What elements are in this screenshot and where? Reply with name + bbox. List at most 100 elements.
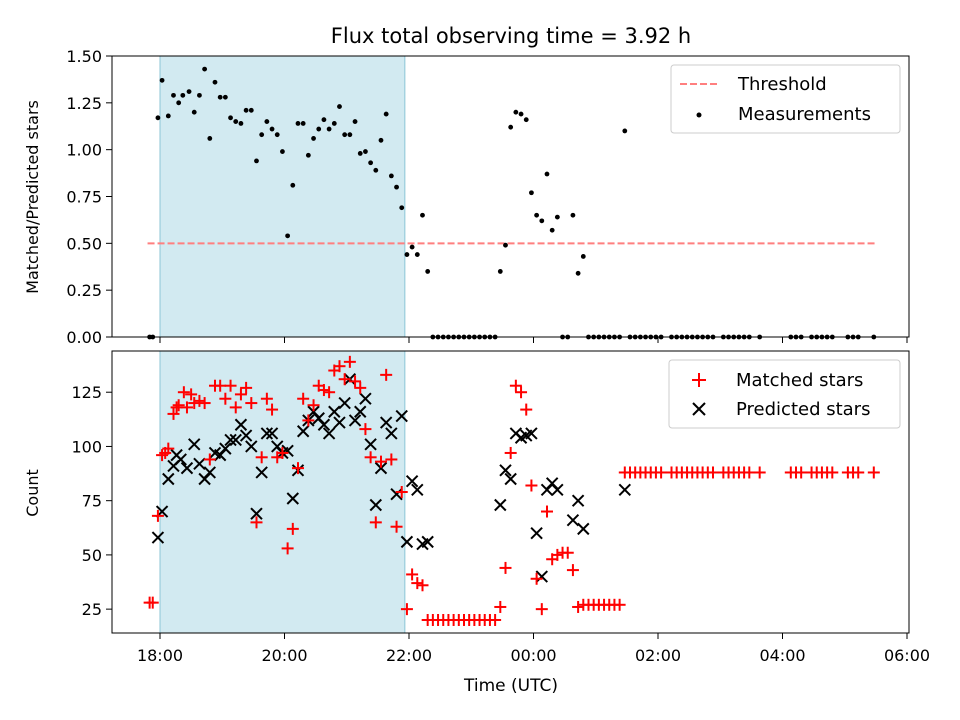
- matched-star-point: [530, 572, 543, 585]
- count-axes-frame: [111, 350, 910, 634]
- matched-star-point: [411, 577, 424, 590]
- measurement-point: [409, 244, 415, 250]
- predicted-star-point: [234, 418, 248, 431]
- measurement-point: [580, 254, 586, 259]
- highlight-span: [159, 55, 406, 338]
- measurement-point: [202, 66, 208, 72]
- matched-star-point: [307, 399, 320, 412]
- predicted-star-point: [193, 457, 206, 471]
- predicted-stars-series: [151, 372, 632, 583]
- measurement-point: [513, 109, 519, 115]
- matched-star-point: [826, 466, 839, 479]
- matched-star-point: [229, 401, 242, 414]
- matched-star-point: [338, 373, 351, 386]
- ratio-highlight-layer: [159, 55, 406, 338]
- measurement-point: [191, 109, 197, 115]
- measurement-point: [503, 242, 508, 248]
- y-tick-label: 125: [71, 383, 102, 402]
- matched-star-point: [255, 451, 268, 464]
- measurement-point: [378, 137, 384, 143]
- matched-star-point: [297, 392, 310, 405]
- measurement-point: [425, 269, 431, 274]
- measurement-point: [171, 92, 176, 98]
- matched-star-point: [193, 394, 206, 407]
- matched-star-point: [146, 596, 159, 609]
- matched-star-point: [234, 388, 247, 401]
- matched-star-point: [286, 522, 299, 535]
- matched-star-point: [535, 603, 548, 616]
- matched-star-point: [515, 386, 528, 399]
- measurement-point: [399, 205, 405, 211]
- predicted-star-point: [239, 429, 253, 442]
- measurement-point: [274, 132, 280, 138]
- measurement-point: [238, 121, 244, 126]
- x-tick-label: 22:00: [386, 646, 432, 665]
- y-tick-label: 0.25: [66, 281, 102, 300]
- predicted-star-point: [333, 416, 346, 429]
- predicted-star-point: [265, 427, 279, 440]
- matched-star-point: [551, 548, 564, 561]
- measurement-point: [554, 214, 560, 220]
- measurement-point: [295, 121, 301, 126]
- predicted-star-point: [180, 461, 194, 475]
- ratio-axes-frame: [111, 55, 910, 338]
- highlight-span: [159, 350, 406, 634]
- x-axis-label: Time (UTC): [463, 676, 558, 696]
- measurement-point: [248, 107, 254, 113]
- matched-star-point: [867, 466, 880, 479]
- matched-star-point: [177, 386, 190, 399]
- matched-legend-label: Matched stars: [736, 370, 863, 391]
- measurement-point: [363, 149, 368, 154]
- measurement-point: [222, 94, 228, 100]
- measurement-point: [497, 269, 503, 274]
- matched-star-point: [400, 603, 413, 616]
- predicted-star-point: [286, 492, 300, 505]
- matched-star-point: [499, 561, 512, 574]
- measurement-point: [305, 152, 311, 158]
- predicted-star-point: [317, 418, 331, 431]
- matched-star-point: [180, 401, 193, 414]
- matched-star-point: [613, 598, 626, 611]
- measurement-point: [228, 115, 233, 121]
- predicted-star-point: [535, 570, 549, 583]
- measurement-point: [352, 119, 358, 124]
- measurement-point: [264, 119, 270, 124]
- measurement-point: [373, 167, 379, 173]
- matched-star-point: [291, 462, 304, 475]
- matched-star-point: [753, 466, 766, 479]
- measurement-point: [180, 92, 186, 98]
- matched-star-point: [250, 516, 263, 529]
- predicted-star-point: [400, 535, 414, 549]
- measurement-point: [326, 126, 332, 132]
- matched-star-point: [214, 379, 227, 392]
- measurement-point: [197, 92, 202, 98]
- matched-star-point: [359, 423, 372, 436]
- matched-star-point: [172, 399, 185, 412]
- measurements-legend-marker: [696, 112, 702, 118]
- matched-star-point: [520, 403, 533, 416]
- matched-star-point: [504, 446, 517, 459]
- predicted-star-point: [174, 453, 187, 466]
- measurement-point: [622, 128, 628, 134]
- measurement-point: [207, 136, 213, 141]
- measurement-point: [529, 190, 534, 196]
- predicted-star-point: [162, 472, 175, 486]
- matched-star-point: [385, 453, 398, 466]
- matched-star-point: [509, 379, 522, 392]
- measurement-point: [414, 252, 420, 257]
- matched-star-point: [369, 516, 382, 529]
- matched-stars-series: [143, 355, 880, 626]
- measurement-point: [337, 104, 342, 109]
- measurement-point: [523, 117, 529, 123]
- predicted-star-point: [255, 466, 268, 479]
- matched-star-point: [170, 401, 183, 414]
- matched-star-point: [349, 375, 362, 388]
- predicted-star-point: [390, 487, 403, 501]
- predicted-star-point: [395, 409, 408, 423]
- matched-star-point: [561, 546, 574, 559]
- matched-star-point: [743, 466, 756, 479]
- measurement-point: [233, 119, 239, 124]
- matched-star-point: [540, 505, 553, 518]
- y-tick-label: 100: [71, 437, 102, 456]
